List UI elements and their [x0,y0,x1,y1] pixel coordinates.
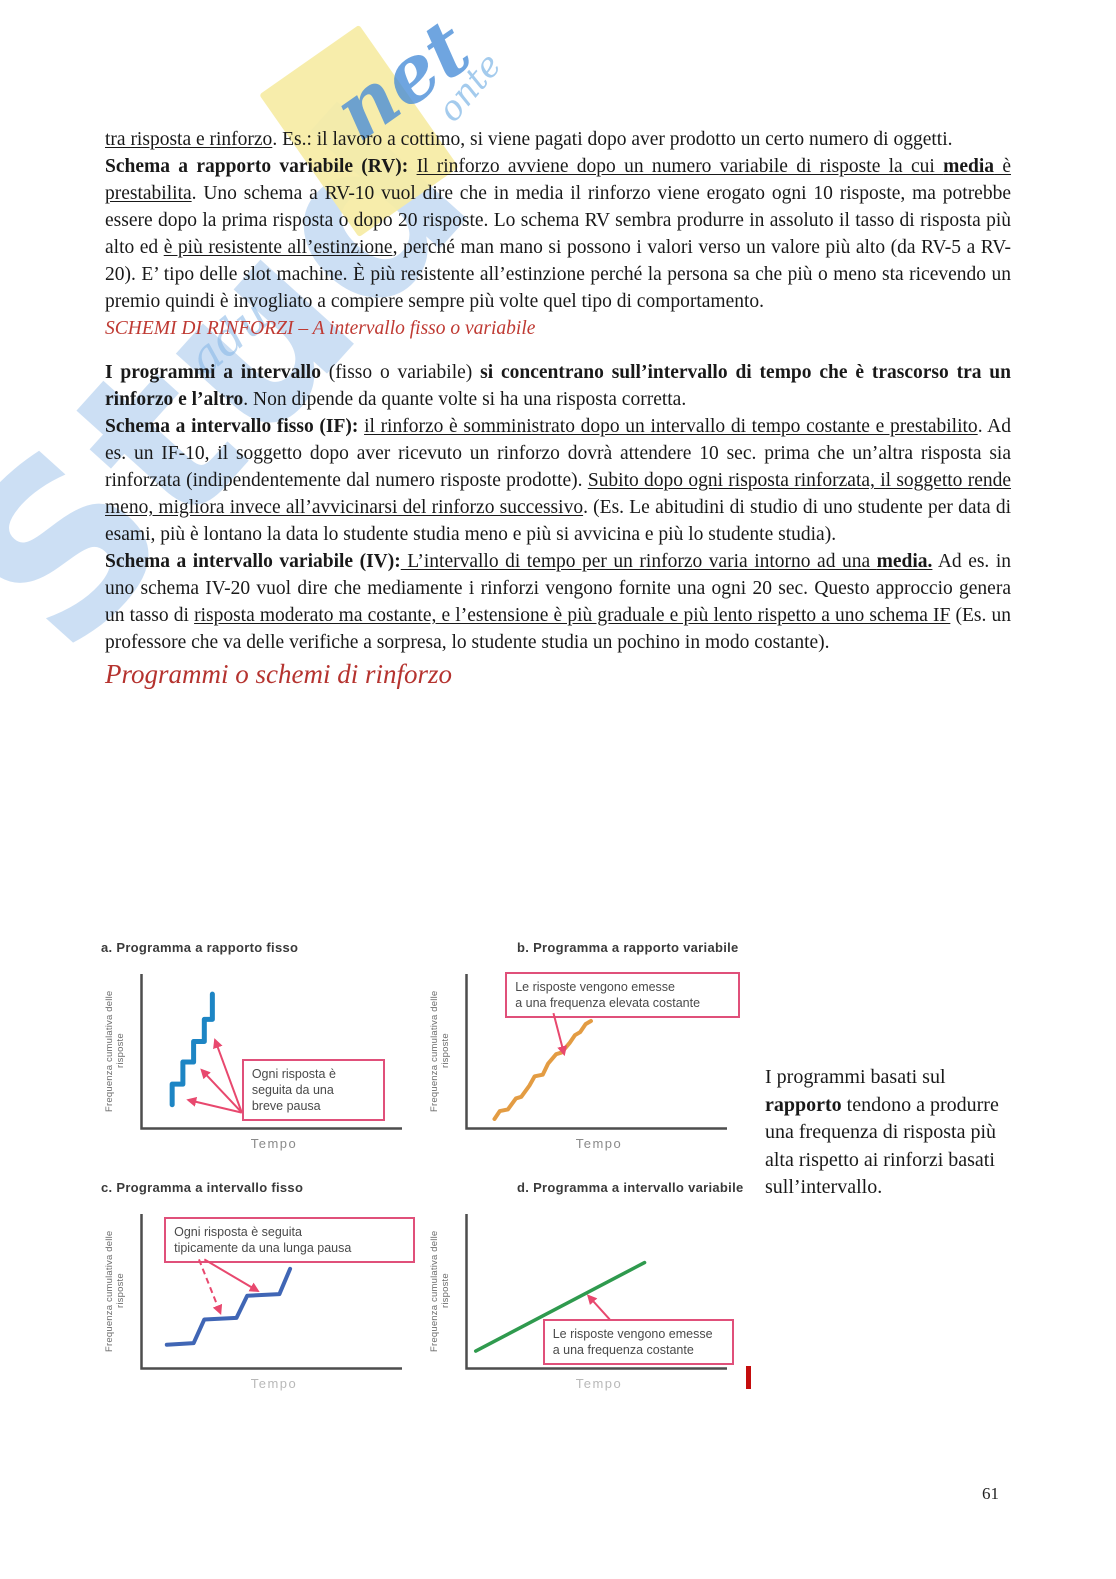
chart-plot: Ogni risposta è seguita tipicamente da un… [140,1212,415,1370]
chart-ylabel: Frequenza cumulativa delle risposte [104,990,126,1112]
paragraph-programmi-a-intervallo: I programmi a intervallo (fisso o variab… [105,359,1011,413]
chart-xlabel: Tempo [575,1136,623,1151]
text-run: Schema a intervallo fisso (IF): [105,416,365,437]
text-column: tra risposta e rinforzo. Es.: il lavoro … [105,126,1011,692]
chart-xlabel: Tempo [250,1376,298,1391]
chart-ylabel: Frequenza cumulativa delle risposte [104,1230,126,1352]
text-run: . (Es. Le abitudini di studio di uno stu… [105,497,1011,545]
chart-panel-intervallo-variabile: d. Programma a intervallo variabile Freq… [421,1180,743,1416]
paragraph-schema-intervallo-variabile: Schema a intervallo variabile (IV): L’in… [105,548,1011,656]
red-caret-mark [746,1366,751,1389]
chart-annotation: Le risposte vengono emesse a una frequenz… [542,1319,735,1366]
text-run: L’intervallo di tempo per un rinforzo va… [400,551,877,572]
text-run: . Es.: il lavoro a cottimo, si viene pag… [272,129,953,150]
chart-panel-rapporto-fisso: a. Programma a rapporto fisso Frequenza … [96,940,418,1176]
text-run: I programmi a intervallo [105,362,329,383]
text-run: rapporto [765,1093,842,1116]
text-run: è prestabilita [105,156,1011,204]
chart-title: a. Programma a rapporto fisso [101,940,299,955]
text-run: media [943,156,995,177]
chart-annotation: Ogni risposta è seguita tipicamente da un… [164,1216,415,1263]
chart-title: c. Programma a intervallo fisso [101,1180,304,1195]
text-run: si concentrano sull’intervallo di tempo … [105,362,1011,410]
paragraph-continuation: tra risposta e rinforzo. Es.: il lavoro … [105,126,1011,153]
text-run: Schema a intervallo variabile (IV): [105,551,401,572]
text-run: Subito dopo ogni risposta rinforzata, il… [105,470,1011,518]
chart-ylabel: Frequenza cumulativa delle risposte [429,990,451,1112]
chart-axes-and-line [140,1214,402,1370]
figure-heading-programmi-o-schemi: Programmi o schemi di rinforzo [105,659,453,689]
chart-annotation: Ogni risposta è seguita da una breve pausa [241,1058,386,1121]
text-run: Ad es. in uno schema IV-20 vuol dire che… [105,551,1011,626]
chart-ylabel: Frequenza cumulativa delle risposte [429,1230,451,1352]
chart-axes-and-line [140,974,402,1130]
chart-plot: Ogni risposta è seguita da una breve pausa [140,972,408,1130]
paragraph-schema-rapporto-variabile: Schema a rapporto variabile (RV): Il rin… [105,153,1011,315]
text-run: Il rinforzo avviene dopo un numero varia… [416,156,944,177]
watermark-serif-fragment: onte [430,45,510,130]
paragraph-schema-intervallo-fisso: Schema a intervallo fisso (IF): il rinfo… [105,413,1011,548]
chart-axes-and-line [465,1214,727,1370]
text-run: tendono a produrre una frequenza di risp… [765,1093,999,1199]
chart-title: b. Programma a rapporto variabile [517,940,739,955]
chart-plot: Le risposte vengono emesse a una frequenz… [465,972,740,1130]
chart-xlabel: Tempo [250,1136,298,1151]
text-run: . Non dipende da quante volte si ha una … [243,389,687,410]
chart-panel-rapporto-variabile: b. Programma a rapporto variabile Freque… [421,940,743,1176]
chart-plot: Le risposte vengono emesse a una frequenz… [465,1212,735,1370]
page-number: 61 [982,1484,999,1503]
text-run: risposta moderato ma costante, e l’esten… [194,605,951,626]
text-run: , perché man mano si possono i valori ve… [105,237,1011,312]
text-run: Schema a rapporto variabile (RV): [105,156,417,177]
figure-side-note: I programmi basati sul rapporto tendono … [765,1064,1017,1202]
section-heading-schemi-di-rinforzi: SCHEMI DI RINFORZI – A intervallo fisso … [105,318,536,339]
text-run: è più resistente all’estinzione [163,237,393,258]
chart-panel-intervallo-fisso: c. Programma a intervallo fisso Frequenz… [96,1180,418,1416]
text-run: (fisso o variabile) [328,362,481,383]
text-run: tra risposta e rinforzo [105,129,273,150]
chart-axes-and-line [465,974,727,1130]
text-run: I programmi basati sul [765,1066,946,1088]
text-run: . Ad es. un IF-10, il soggetto dopo aver… [105,416,1011,491]
text-run: il rinforzo è somministrato dopo un inte… [364,416,978,437]
chart-title: d. Programma a intervallo variabile [517,1180,744,1195]
text-run: (Es. un professore che va delle verifich… [105,605,1011,653]
chart-annotation: Le risposte vengono emesse a una frequenz… [505,972,740,1018]
chart-xlabel: Tempo [575,1376,623,1391]
text-run: media. [876,551,933,572]
